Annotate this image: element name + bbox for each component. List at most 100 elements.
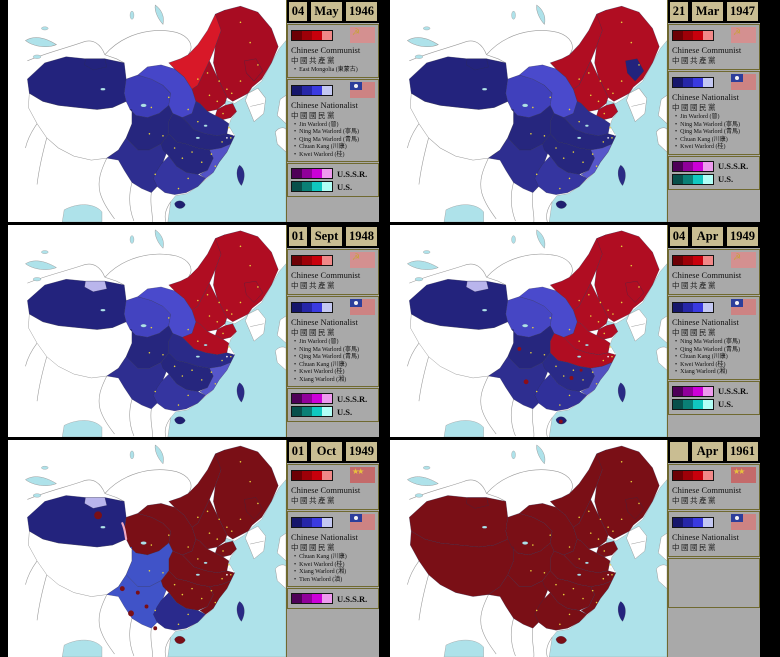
nationalist-title-zh: 中國國民黨 (672, 103, 717, 112)
city-dot (228, 126, 230, 129)
legend-powers-section: U.S.S.R. U.S. (287, 388, 379, 422)
lake (414, 277, 424, 282)
neighbor-border (546, 417, 553, 437)
xinjiang-pocket (94, 511, 102, 520)
city-dot (249, 264, 251, 267)
city-dot (607, 526, 609, 528)
lake (536, 229, 546, 249)
roc-flag-sun-icon (354, 516, 358, 520)
city-dot (559, 187, 561, 190)
ussr-row: U.S.S.R. (291, 593, 375, 604)
us-label: U.S. (718, 399, 734, 409)
map-panel: Apr 1961 ★★ Chinese Communist 中國共產黨 (390, 437, 780, 657)
legend-powers-section: U.S.S.R. U.S. (287, 163, 379, 197)
communist-title-zh: 中國共產黨 (672, 56, 717, 65)
city-dot (602, 141, 605, 143)
warlord-item: Kwei Warlord (桂) (294, 152, 375, 160)
region-se_coast (199, 362, 232, 396)
note-item: East Mongolia (東蒙古) (294, 67, 375, 75)
ussr-color-scale (672, 385, 714, 397)
city-dot (162, 135, 164, 137)
city-dot (532, 326, 534, 329)
city-dot (630, 480, 633, 483)
city-dot (216, 538, 219, 540)
neighbor-border (407, 342, 420, 367)
china-lake (577, 136, 582, 140)
legend-filler (668, 415, 760, 438)
city-dot (607, 136, 609, 139)
city-dot (597, 321, 600, 323)
bay-of-bengal (443, 639, 484, 657)
warlord-item: Kwei Warlord (桂) (294, 562, 375, 570)
china-lake (482, 525, 488, 529)
city-dot (599, 80, 602, 82)
legend-filler (287, 197, 379, 222)
china-lake (140, 541, 147, 545)
communist-title-zh: 中國共產黨 (672, 281, 717, 290)
neighbor-border (510, 399, 516, 437)
city-dot (603, 112, 606, 115)
map-panel: 01 Oct 1949 ★★ Chinese Communist 中國共產黨 (0, 437, 390, 657)
city-dot (239, 461, 242, 463)
city-dot (226, 88, 228, 91)
region-hunan_jiangxi (160, 570, 214, 611)
region-guang (534, 373, 588, 412)
lake (41, 250, 49, 254)
city-dot (226, 136, 228, 139)
neighbor-border (98, 375, 115, 435)
roc-flag-icon (350, 514, 375, 530)
city-dot (582, 379, 584, 381)
city-dot (612, 313, 614, 315)
city-dot (599, 518, 602, 521)
map-panel: 04 Apr 1949 ☭ Chinese Communist 中國共產黨 (390, 222, 780, 437)
us-row: U.S. (291, 406, 375, 417)
control-pocket (523, 379, 529, 385)
city-dot (222, 550, 224, 552)
city-dot (197, 558, 199, 560)
date-day: 04 (668, 225, 690, 248)
lake (414, 54, 424, 59)
neighbor-border (104, 253, 192, 278)
neighbor-border (480, 375, 497, 435)
city-dot (222, 332, 224, 335)
date-month: Sept (309, 225, 344, 248)
city-dot (530, 570, 532, 572)
region-nw_patch (84, 280, 108, 293)
neighbor-border (25, 560, 38, 585)
ussr-label: U.S.S.R. (337, 168, 368, 179)
japan (275, 127, 286, 153)
city-dot (230, 530, 233, 532)
city-dot (148, 132, 151, 135)
warlord-item: Chuan Kang (川康) (294, 554, 375, 562)
neighbor-border (164, 637, 171, 657)
city-dot (230, 137, 232, 139)
neighbor-border (129, 618, 135, 657)
city-dot (150, 544, 153, 546)
nationalist-warlord-list: Jin Warlord (晉)Ning Ma Warlord (寧馬)Qing … (291, 122, 375, 160)
city-dot (588, 510, 590, 513)
neighbor-border (98, 158, 115, 220)
lake (511, 235, 516, 244)
neighbor-border (407, 560, 420, 585)
city-dot (232, 133, 235, 136)
legend-nationalist-section: Chinese Nationalist 中國國民黨 Jin Warlord (晉… (287, 78, 379, 162)
legend-communist-section: ☭ Chinese Communist 中國共產黨 East Mongolia … (287, 24, 379, 78)
neighbor-border (486, 54, 506, 64)
nationalist-color-scale (672, 77, 714, 88)
korea-dmz-line (631, 103, 645, 107)
region-taiwan (236, 164, 245, 186)
neighbor-border (36, 574, 48, 621)
lake (25, 37, 57, 47)
city-dot (197, 340, 199, 342)
city-dot (562, 157, 565, 159)
nationalist-title: Chinese Nationalist (672, 92, 739, 102)
region-taiwan (236, 382, 245, 403)
date-year: 1948 (344, 225, 379, 248)
hammer-sickle-icon: ☭ (733, 27, 742, 37)
legend-filler (287, 609, 379, 657)
city-dot (535, 390, 538, 393)
city-dot (218, 301, 220, 304)
ussr-color-scale (672, 160, 714, 172)
city-dot (532, 544, 534, 546)
city-dot (187, 546, 189, 548)
